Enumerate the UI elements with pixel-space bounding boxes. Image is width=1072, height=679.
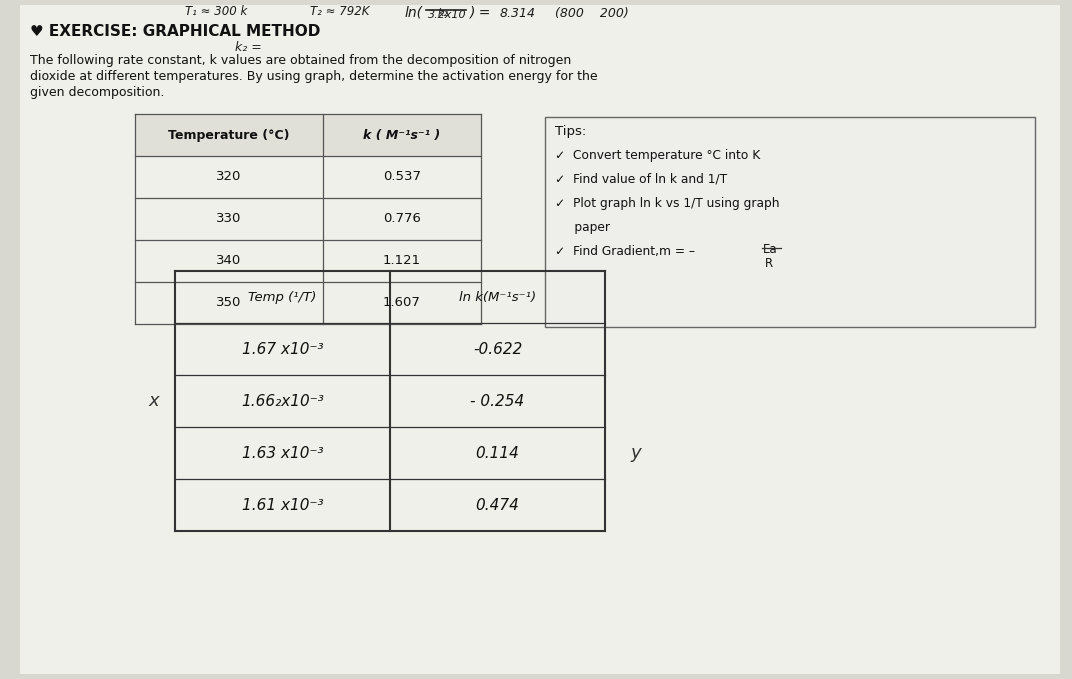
Text: 0.474: 0.474 [476, 498, 520, 513]
Text: 1.607: 1.607 [383, 297, 421, 310]
Text: 1.66₂x10⁻³: 1.66₂x10⁻³ [241, 394, 324, 409]
Text: 3.2x10: 3.2x10 [428, 10, 466, 20]
Text: 340: 340 [217, 255, 241, 268]
Text: T₂ ≈ 792K: T₂ ≈ 792K [310, 5, 370, 18]
Text: k₂ =: k₂ = [235, 41, 262, 54]
Text: The following rate constant, k values are obtained from the decomposition of nit: The following rate constant, k values ar… [30, 54, 571, 67]
Text: Temperature (°C): Temperature (°C) [168, 128, 289, 141]
Text: ) =: ) = [470, 5, 491, 19]
Text: 0.776: 0.776 [383, 213, 421, 225]
Text: - 0.254: - 0.254 [471, 394, 524, 409]
Text: 1.121: 1.121 [383, 255, 421, 268]
Text: 8.314: 8.314 [500, 7, 536, 20]
Text: given decomposition.: given decomposition. [30, 86, 164, 99]
Text: ✓  Find Gradient,m = –: ✓ Find Gradient,m = – [555, 245, 695, 258]
Text: 1.63 x10⁻³: 1.63 x10⁻³ [241, 445, 324, 460]
Bar [545, 117, 1034, 327]
Bar [135, 114, 481, 156]
Text: 320: 320 [217, 170, 241, 183]
Text: ♥ EXERCISE: GRAPHICAL METHOD: ♥ EXERCISE: GRAPHICAL METHOD [30, 24, 321, 39]
Text: -0.622: -0.622 [473, 342, 522, 356]
Text: ✓  Find value of ln k and 1/T: ✓ Find value of ln k and 1/T [555, 173, 727, 186]
Text: k₂: k₂ [438, 8, 449, 18]
Text: Tips:: Tips: [555, 125, 586, 138]
Text: k ( M⁻¹s⁻¹ ): k ( M⁻¹s⁻¹ ) [363, 128, 441, 141]
Text: y: y [630, 444, 641, 462]
Text: x: x [148, 392, 159, 410]
Text: 1.67 x10⁻³: 1.67 x10⁻³ [241, 342, 324, 356]
Text: 350: 350 [217, 297, 241, 310]
Text: 1.61 x10⁻³: 1.61 x10⁻³ [241, 498, 324, 513]
Text: ln(: ln( [405, 5, 423, 19]
Text: (800    200): (800 200) [555, 7, 629, 20]
Text: 0.537: 0.537 [383, 170, 421, 183]
Text: paper: paper [555, 221, 610, 234]
Text: T₁ ≈ 300 k: T₁ ≈ 300 k [185, 5, 248, 18]
Text: ✓  Convert temperature °C into K: ✓ Convert temperature °C into K [555, 149, 760, 162]
Text: 330: 330 [217, 213, 241, 225]
Text: 0.114: 0.114 [476, 445, 520, 460]
Text: Temp (¹/T): Temp (¹/T) [249, 291, 316, 304]
Text: R: R [765, 257, 773, 270]
Text: ln k(M⁻¹s⁻¹): ln k(M⁻¹s⁻¹) [459, 291, 536, 304]
Text: dioxide at different temperatures. By using graph, determine the activation ener: dioxide at different temperatures. By us… [30, 70, 597, 83]
Text: Ea: Ea [763, 243, 777, 256]
Text: ✓  Plot graph ln k vs 1/T using graph: ✓ Plot graph ln k vs 1/T using graph [555, 197, 779, 210]
